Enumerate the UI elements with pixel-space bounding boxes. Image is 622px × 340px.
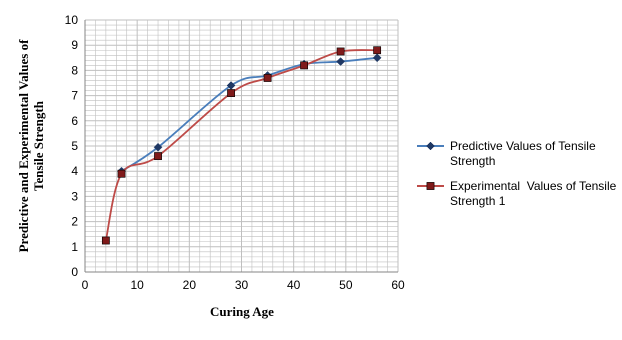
y-axis-title-line: Tensile Strength	[31, 100, 46, 191]
data-point	[373, 46, 382, 55]
data-point	[336, 47, 345, 56]
data-point	[101, 236, 110, 245]
y-tick-label: 7	[71, 89, 78, 103]
data-point	[154, 152, 162, 160]
x-tick-label: 60	[391, 278, 405, 292]
x-tick-label: 40	[287, 278, 301, 292]
legend-item: Experimental Values of Tensile Strength 1	[417, 179, 617, 208]
data-point	[372, 53, 382, 63]
data-point	[263, 74, 272, 82]
x-tick-label: 20	[183, 278, 197, 292]
y-tick-label: 10	[65, 13, 79, 27]
tick-labels: 0 10 20 30 40 50 60 0 1 2 3 4 5 6 7 8 9 10	[65, 13, 405, 292]
x-tick-label: 30	[235, 278, 249, 292]
y-tick-label: 9	[71, 38, 78, 52]
legend: Predictive Values of Tensile Strength Expe…	[417, 139, 617, 208]
data-point	[227, 89, 235, 97]
legend-item: Predictive Values of Tensile Strength	[417, 139, 596, 168]
y-tick-label: 1	[71, 240, 78, 254]
x-axis-title: Curing Age	[210, 304, 274, 319]
y-tick-label: 0	[71, 265, 78, 279]
series	[101, 46, 382, 245]
y-axis-title-line: Predictive and Experimental Values of	[16, 39, 31, 252]
axes	[84, 20, 398, 273]
data-point	[300, 61, 308, 70]
grid	[84, 19, 399, 273]
data-point	[336, 57, 345, 66]
y-tick-label: 6	[71, 114, 78, 128]
x-tick-label: 0	[82, 278, 89, 292]
y-tick-label: 5	[71, 139, 78, 153]
y-tick-label: 2	[71, 215, 78, 229]
y-axis-title: Predictive and Experimental Values ofTen…	[16, 39, 46, 252]
x-tick-label: 50	[339, 278, 353, 292]
legend-marker	[426, 182, 435, 190]
data-point	[153, 142, 163, 152]
legend-label: Predictive Values of Tensile Strength	[450, 139, 596, 168]
y-tick-label: 8	[71, 63, 78, 77]
x-tick-label: 10	[130, 278, 144, 292]
y-tick-label: 4	[71, 164, 78, 178]
data-point	[117, 169, 126, 178]
y-tick-label: 3	[71, 189, 78, 203]
legend-marker	[426, 141, 435, 151]
series-experimental	[101, 46, 382, 245]
legend-label: Experimental Values of Tensile Strength 1	[450, 179, 617, 208]
